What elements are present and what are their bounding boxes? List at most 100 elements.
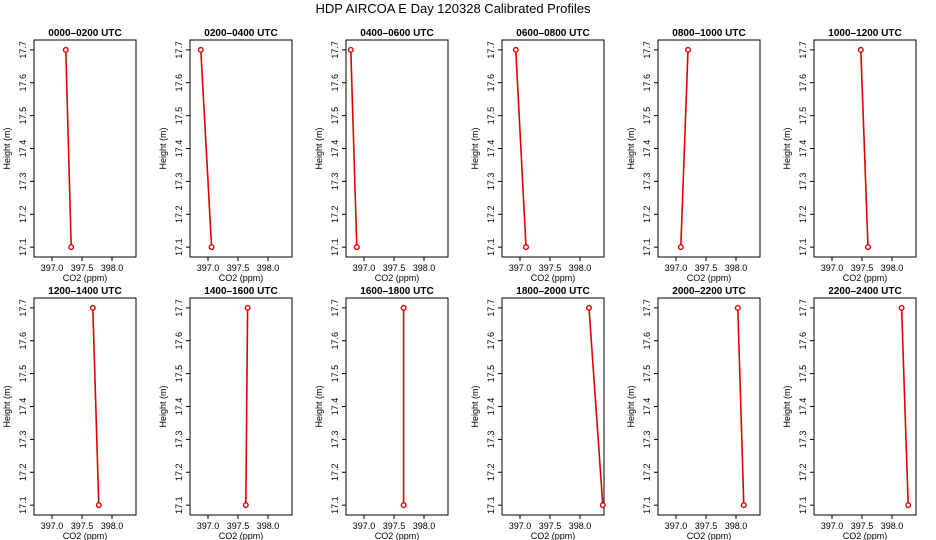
y-tick-label: 17.3 bbox=[486, 173, 496, 191]
x-tick-label: 397.0 bbox=[509, 263, 532, 273]
y-tick-label: 17.1 bbox=[486, 496, 496, 514]
profile-panel-3: 0400–0600 UTC 397.0 397.5 398.0 17.1 17.2 17.3… bbox=[314, 28, 449, 283]
profile-panel-9: 1600–1800 UTC 397.0 397.5 398.0 17.1 17.2 17.3… bbox=[314, 286, 449, 540]
x-tick-label: 397.0 bbox=[665, 263, 688, 273]
y-tick-label: 17.4 bbox=[486, 140, 496, 158]
profile-panel-2: 0200–0400 UTC 397.0 397.5 398.0 17.1 17.2 17.3… bbox=[158, 28, 293, 283]
x-tick-label: 397.5 bbox=[71, 521, 94, 531]
y-tick-label: 17.5 bbox=[330, 107, 340, 125]
panel-title: 0000–0200 UTC bbox=[48, 28, 121, 39]
y-axis-label: Height (m) bbox=[782, 127, 792, 169]
y-tick-label: 17.4 bbox=[330, 398, 340, 416]
y-tick-label: 17.6 bbox=[486, 74, 496, 92]
y-tick-label: 17.6 bbox=[174, 74, 184, 92]
profile-line bbox=[245, 307, 249, 506]
x-tick-label: 398.0 bbox=[569, 263, 592, 273]
data-point bbox=[685, 46, 692, 53]
y-tick-label: 17.7 bbox=[174, 299, 184, 317]
panel-title: 1000–1200 UTC bbox=[828, 28, 901, 39]
data-point bbox=[353, 244, 360, 251]
data-point bbox=[677, 244, 684, 251]
y-tick-label: 17.6 bbox=[18, 332, 28, 350]
y-axis-label: Height (m) bbox=[314, 385, 324, 427]
x-tick-label: 397.5 bbox=[539, 521, 562, 531]
y-tick-label: 17.2 bbox=[486, 463, 496, 481]
y-tick-label: 17.7 bbox=[798, 41, 808, 59]
profile-line bbox=[900, 307, 909, 506]
y-tick-label: 17.4 bbox=[642, 398, 652, 416]
x-axis-label: CO2 (ppm) bbox=[531, 531, 576, 540]
plot-frame bbox=[501, 297, 605, 516]
x-tick-label: 397.0 bbox=[41, 263, 64, 273]
y-tick-label: 17.7 bbox=[486, 41, 496, 59]
y-axis-label: Height (m) bbox=[2, 127, 12, 169]
x-tick-label: 397.0 bbox=[665, 521, 688, 531]
panel-title: 1600–1800 UTC bbox=[360, 286, 433, 297]
x-tick-label: 398.0 bbox=[101, 263, 124, 273]
y-tick-label: 17.5 bbox=[18, 107, 28, 125]
panel-title: 2200–2400 UTC bbox=[828, 286, 901, 297]
y-axis-label: Height (m) bbox=[470, 385, 480, 427]
x-tick-label: 398.0 bbox=[413, 263, 436, 273]
y-tick-label: 17.1 bbox=[330, 238, 340, 256]
profile-line bbox=[350, 49, 358, 248]
panels-grid: 0000–0200 UTC 397.0 397.5 398.0 17.1 17.2 17.3… bbox=[2, 28, 917, 540]
y-tick-label: 17.2 bbox=[174, 463, 184, 481]
y-tick-label: 17.7 bbox=[330, 299, 340, 317]
y-tick-label: 17.1 bbox=[174, 238, 184, 256]
x-axis-label: CO2 (ppm) bbox=[375, 273, 420, 283]
data-point bbox=[905, 502, 912, 509]
y-tick-label: 17.1 bbox=[486, 238, 496, 256]
y-tick-label: 17.2 bbox=[486, 205, 496, 223]
x-axis-label: CO2 (ppm) bbox=[63, 273, 108, 283]
plot-frame bbox=[33, 39, 137, 258]
y-tick-label: 17.3 bbox=[642, 173, 652, 191]
x-axis-label: CO2 (ppm) bbox=[219, 531, 264, 540]
y-axis-label: Height (m) bbox=[626, 385, 636, 427]
y-tick-label: 17.2 bbox=[18, 205, 28, 223]
x-axis-label: CO2 (ppm) bbox=[687, 273, 732, 283]
data-point bbox=[400, 304, 407, 311]
data-point bbox=[68, 244, 75, 251]
y-tick-label: 17.7 bbox=[486, 299, 496, 317]
y-tick-label: 17.5 bbox=[798, 107, 808, 125]
panel-title: 0800–1000 UTC bbox=[672, 28, 745, 39]
x-tick-label: 397.5 bbox=[383, 263, 406, 273]
y-tick-label: 17.6 bbox=[330, 74, 340, 92]
x-tick-label: 397.0 bbox=[821, 521, 844, 531]
x-tick-label: 398.0 bbox=[257, 521, 280, 531]
y-tick-label: 17.2 bbox=[330, 205, 340, 223]
x-tick-label: 397.5 bbox=[539, 263, 562, 273]
y-tick-label: 17.1 bbox=[174, 496, 184, 514]
x-tick-label: 398.0 bbox=[257, 263, 280, 273]
profile-panel-4: 0600–0800 UTC 397.0 397.5 398.0 17.1 17.2 17.3… bbox=[470, 28, 605, 283]
data-point bbox=[62, 46, 69, 53]
y-tick-label: 17.4 bbox=[174, 140, 184, 158]
y-tick-label: 17.3 bbox=[330, 173, 340, 191]
y-axis-label: Height (m) bbox=[782, 385, 792, 427]
profile-line bbox=[680, 49, 689, 248]
y-tick-label: 17.1 bbox=[18, 238, 28, 256]
x-tick-label: 397.0 bbox=[821, 263, 844, 273]
data-point bbox=[865, 244, 872, 251]
y-axis-label: Height (m) bbox=[314, 127, 324, 169]
data-point bbox=[599, 502, 606, 509]
profile-line bbox=[65, 49, 72, 248]
x-tick-label: 397.5 bbox=[383, 521, 406, 531]
y-tick-label: 17.4 bbox=[486, 398, 496, 416]
profile-line bbox=[737, 307, 745, 506]
y-tick-label: 17.5 bbox=[18, 365, 28, 383]
x-tick-label: 397.5 bbox=[227, 263, 250, 273]
y-tick-label: 17.7 bbox=[18, 41, 28, 59]
y-tick-label: 17.3 bbox=[330, 431, 340, 449]
x-tick-label: 398.0 bbox=[101, 521, 124, 531]
y-tick-label: 17.3 bbox=[798, 431, 808, 449]
y-tick-label: 17.4 bbox=[330, 140, 340, 158]
y-tick-label: 17.6 bbox=[798, 74, 808, 92]
x-tick-label: 397.0 bbox=[353, 521, 376, 531]
y-tick-label: 17.7 bbox=[798, 299, 808, 317]
profile-panel-6: 1000–1200 UTC 397.0 397.5 398.0 17.1 17.2 17.3… bbox=[782, 28, 917, 283]
y-tick-label: 17.1 bbox=[642, 238, 652, 256]
data-point bbox=[89, 304, 96, 311]
